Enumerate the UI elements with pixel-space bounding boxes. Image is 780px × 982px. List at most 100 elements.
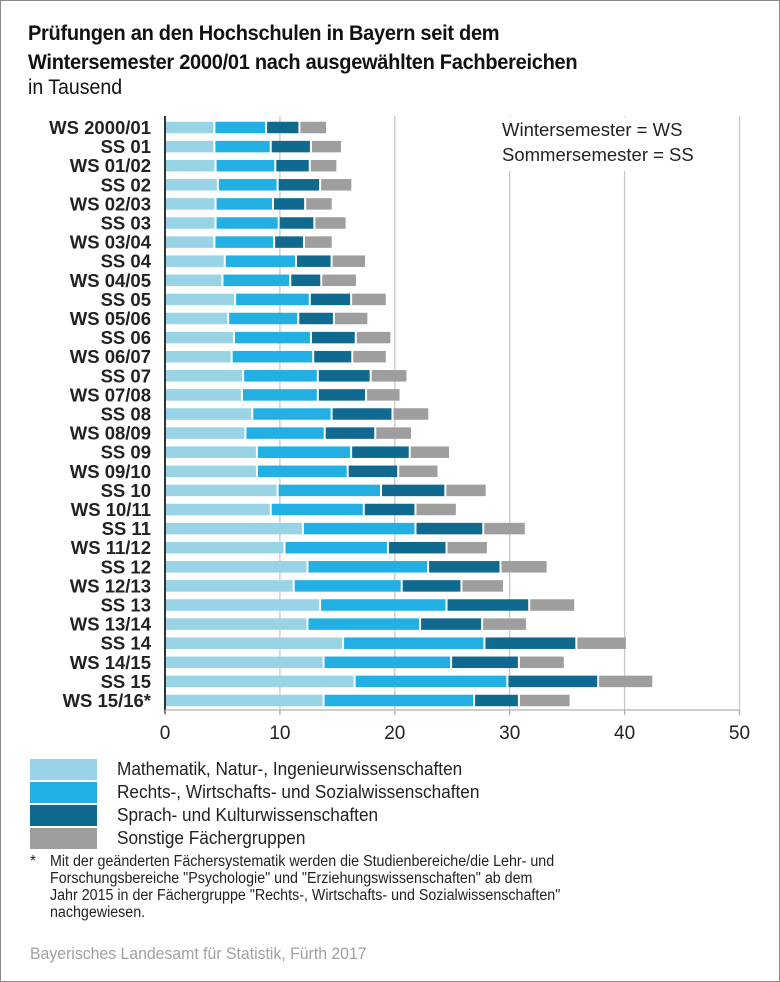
bar-segment <box>305 236 332 248</box>
bar-segment <box>599 675 653 688</box>
bar-segment <box>352 446 409 458</box>
category-label: WS 05/06 <box>70 308 151 329</box>
legend-swatch <box>30 828 97 849</box>
bar-segment <box>242 389 317 401</box>
category-label: WS 14/15 <box>70 652 151 673</box>
bar-segment <box>246 427 324 439</box>
legend-label: Rechts-, Wirtschafts- und Sozialwissensc… <box>117 781 480 802</box>
bar-segment <box>421 618 482 630</box>
bar-segment <box>165 198 215 210</box>
bar-segment <box>165 121 214 134</box>
category-label: SS 05 <box>101 289 151 310</box>
bar-segment <box>275 236 304 248</box>
note-summer: Sommersemester = SS <box>502 144 694 165</box>
bar-segment <box>285 541 387 554</box>
bar-segment <box>294 580 401 592</box>
bar-segment <box>462 580 503 592</box>
bar-segment <box>306 198 332 210</box>
bar-segment <box>278 484 381 497</box>
bar-segment <box>253 408 331 420</box>
bar-segment <box>371 370 407 382</box>
category-label: WS 06/07 <box>70 346 151 367</box>
x-axis: 0 10 20 30 40 50 <box>160 116 750 744</box>
bar-segment <box>215 140 270 153</box>
bar-segment <box>165 255 224 267</box>
bar-segment <box>308 618 420 630</box>
bar-segment <box>310 159 337 172</box>
bar-segment <box>165 350 231 363</box>
bar-segment <box>318 389 366 401</box>
bar-segment <box>311 140 341 153</box>
bar-segment <box>165 599 320 611</box>
category-label: SS 15 <box>101 671 151 692</box>
category-label: WS 02/03 <box>70 193 151 214</box>
bar-segment <box>475 694 518 707</box>
abbreviation-note: Wintersemester = WS Sommersemester = SS <box>490 117 736 171</box>
x-tick-label: 40 <box>614 723 635 744</box>
category-label: WS 01/02 <box>70 155 151 176</box>
bar-segment <box>216 217 278 229</box>
legend-swatch <box>30 759 97 780</box>
bar-segment <box>279 217 314 229</box>
legend-label: Sonstige Fächergruppen <box>117 827 306 848</box>
bar-segment <box>215 121 266 134</box>
bar-segment <box>296 255 331 267</box>
bar-segment <box>303 522 415 535</box>
bar-segment <box>165 656 323 669</box>
bar-segment <box>271 140 310 153</box>
bar-segment <box>165 465 256 478</box>
bar-segment <box>311 331 355 344</box>
bars <box>165 121 653 707</box>
bar-segment <box>165 503 270 516</box>
bar-segment <box>165 331 233 344</box>
bar-segment <box>165 370 243 382</box>
bar-segment <box>321 599 446 611</box>
bar-segment <box>300 121 327 134</box>
bar-segment <box>376 427 412 439</box>
bar-segment <box>322 274 356 287</box>
bar-segment <box>165 427 245 439</box>
bar-segment <box>410 446 449 458</box>
note-winter: Wintersemester = WS <box>502 119 683 140</box>
footnote-text: Mit der geänderten Fächersystematik werd… <box>50 853 561 921</box>
bar-segment <box>452 656 518 669</box>
bar-segment <box>274 198 305 210</box>
bar-segment <box>165 293 235 306</box>
bar-segment <box>355 675 507 688</box>
bar-segment <box>291 274 321 287</box>
bar-segment <box>165 179 217 191</box>
bar-segment <box>485 637 576 649</box>
bar-segment <box>165 484 277 497</box>
bar-segment <box>332 255 366 267</box>
category-label: WS 13/14 <box>70 614 152 635</box>
bar-segment <box>232 350 313 363</box>
bar-segment <box>429 561 500 573</box>
category-label: WS 15/16* <box>63 690 152 711</box>
bar-segment <box>484 522 525 535</box>
bar-segment <box>446 484 486 497</box>
bar-segment <box>165 694 323 707</box>
category-label: WS 04/05 <box>70 270 151 291</box>
bar-segment <box>165 217 215 229</box>
bar-segment <box>165 312 228 325</box>
bar-segment <box>165 618 307 630</box>
bar-segment <box>530 599 575 611</box>
bar-segment <box>447 541 487 554</box>
footnote-marker: * <box>30 853 37 870</box>
bar-segment <box>223 274 290 287</box>
category-label: SS 09 <box>101 442 151 463</box>
category-label: WS 07/08 <box>70 384 151 405</box>
category-label: WS 11/12 <box>71 537 151 558</box>
bar-segment <box>321 179 352 191</box>
category-label: WS 12/13 <box>70 575 151 596</box>
bar-segment <box>508 675 598 688</box>
category-label: SS 13 <box>101 595 151 616</box>
bar-segment <box>393 408 429 420</box>
category-label: WS 08/09 <box>70 423 151 444</box>
bar-segment <box>332 408 392 420</box>
category-label: SS 03 <box>101 213 151 234</box>
x-tick-label: 30 <box>499 723 520 744</box>
bar-segment <box>165 389 241 401</box>
bar-segment <box>165 675 354 688</box>
